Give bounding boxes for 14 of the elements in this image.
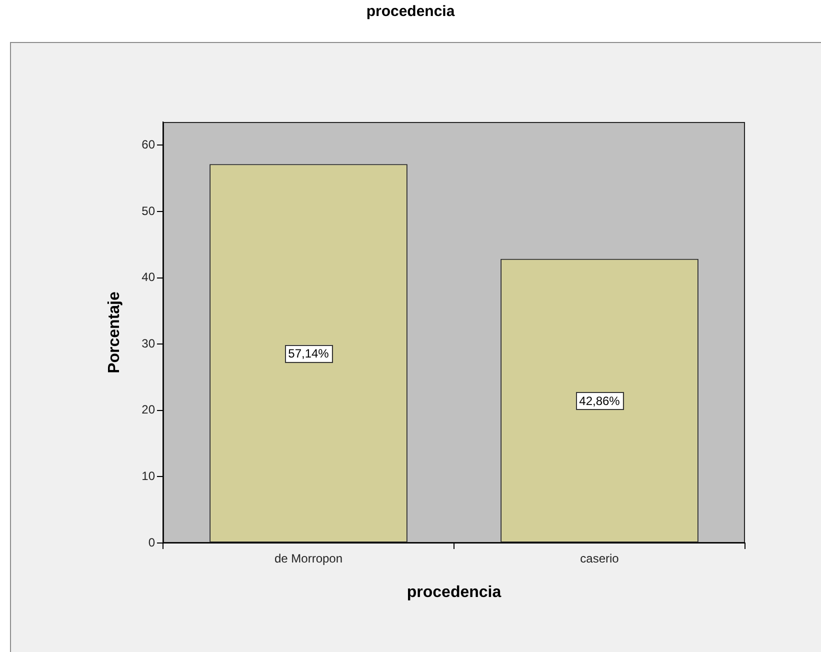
y-tick-label: 60	[142, 138, 156, 152]
data-label: 42,86%	[579, 394, 620, 408]
y-tick-label: 50	[142, 204, 156, 218]
y-tick-label: 20	[142, 402, 156, 417]
y-tick-label: 30	[142, 336, 156, 350]
chart-title: procedencia	[365, 3, 456, 21]
x-axis-title: procedencia	[406, 584, 502, 601]
y-tick-label: 10	[142, 469, 156, 484]
x-tick-label: de Morropon	[274, 552, 343, 566]
x-tick-label: caserio	[580, 552, 620, 566]
y-tick-label: 40	[142, 270, 156, 284]
data-label: 57,14%	[288, 346, 330, 361]
y-tick-label: 0	[148, 535, 156, 550]
y-axis-title: Porcentaje	[106, 291, 124, 374]
